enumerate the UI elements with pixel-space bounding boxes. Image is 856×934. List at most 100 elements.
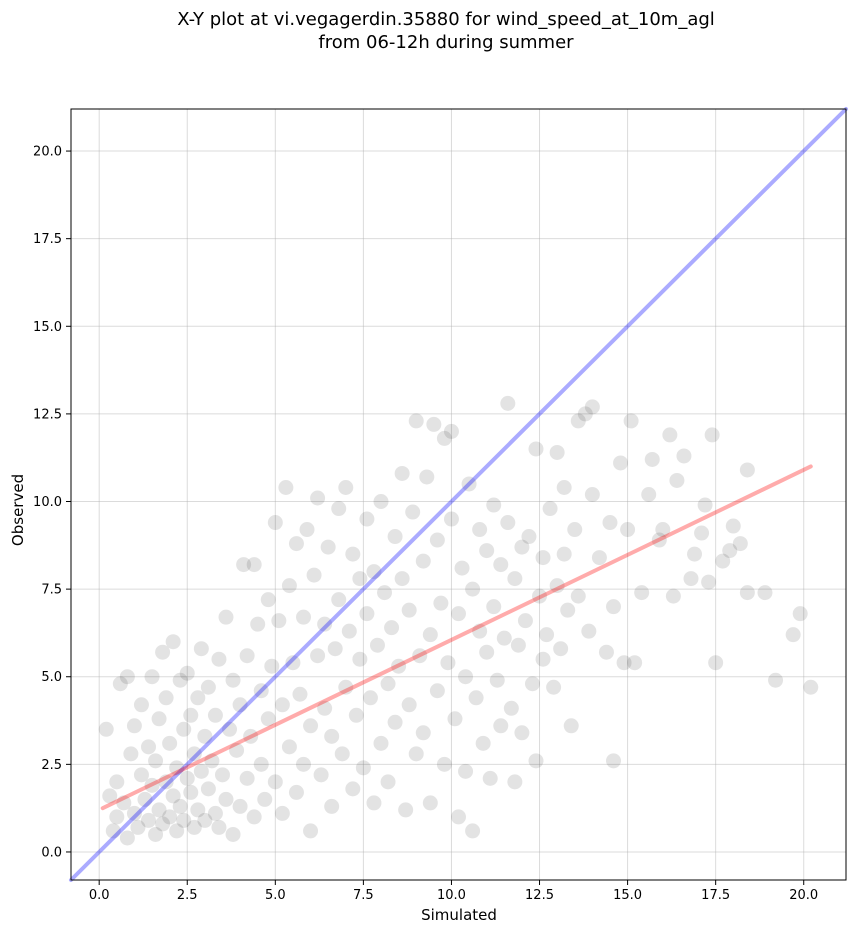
- scatter-point: [133, 697, 149, 713]
- scatter-point: [222, 721, 238, 737]
- scatter-point: [732, 536, 748, 552]
- scatter-point: [303, 823, 319, 839]
- x-axis-label: Simulated: [421, 906, 497, 924]
- scatter-point: [451, 809, 466, 825]
- chart-title-line-2: from 06-12h during summer: [318, 32, 574, 53]
- scatter-point: [317, 616, 333, 632]
- grid: [71, 109, 846, 880]
- scatter-point: [539, 627, 555, 643]
- scatter-point: [436, 756, 452, 772]
- scatter-point: [345, 546, 361, 562]
- scatter-point: [560, 602, 576, 618]
- scatter-point: [179, 665, 195, 681]
- scatter-point: [176, 812, 192, 828]
- scatter-point: [267, 515, 283, 531]
- scatter-point: [324, 728, 340, 744]
- scatter-point: [570, 588, 586, 604]
- x-tick-label: 2.5: [177, 888, 198, 903]
- scatter-point: [426, 416, 442, 432]
- scatter-point: [348, 707, 364, 723]
- scatter-point: [694, 525, 710, 541]
- scatter-point: [472, 623, 488, 639]
- scatter-point: [366, 564, 382, 580]
- scatter-point: [193, 641, 209, 657]
- scatter-point: [165, 634, 181, 650]
- axis-ticks: 0.0 2.5 5.0 7.5 10.0 12.5 15.0 17.5 20.0 0.0 2.5 5.…: [33, 145, 818, 903]
- scatter-point: [606, 753, 621, 769]
- scatter-point: [169, 823, 185, 839]
- scatter-point: [387, 529, 403, 545]
- scatter-point: [109, 774, 125, 790]
- y-tick-label: 2.5: [41, 758, 62, 773]
- scatter-point: [158, 774, 174, 790]
- scatter-point: [278, 479, 294, 495]
- scatter-point: [133, 767, 149, 783]
- scatter-point: [634, 585, 650, 601]
- scatter-point: [507, 774, 523, 790]
- scatter-point: [306, 567, 322, 583]
- y-tick-label: 7.5: [41, 583, 62, 598]
- scatter-point: [352, 651, 368, 667]
- scatter-point: [651, 532, 667, 548]
- scatter-point: [341, 623, 357, 639]
- scatter-point: [503, 700, 519, 716]
- scatter-point: [627, 655, 643, 671]
- y-tick-label: 0.0: [41, 845, 62, 860]
- scatter-point: [803, 679, 819, 695]
- scatter-point: [486, 599, 502, 615]
- scatter-point: [218, 609, 234, 625]
- scatter-point: [387, 714, 403, 730]
- scatter-point: [429, 683, 445, 699]
- scatter-point: [158, 690, 174, 706]
- scatter-point: [236, 557, 252, 573]
- scatter-point: [126, 805, 142, 821]
- scatter-point: [482, 770, 498, 786]
- scatter-point: [514, 725, 530, 741]
- scatter-point: [352, 571, 368, 587]
- scatter-point: [373, 494, 389, 510]
- scatter-point: [662, 427, 678, 443]
- scatter-point: [200, 781, 216, 797]
- scatter-point: [461, 476, 477, 492]
- scatter-point: [179, 770, 195, 786]
- scatter-point: [144, 669, 160, 685]
- scatter-point: [620, 522, 636, 538]
- scatter-point: [373, 735, 389, 751]
- scatter-point: [570, 413, 586, 429]
- scatter-point: [246, 809, 262, 825]
- scatter-point: [313, 767, 329, 783]
- scatter-point: [443, 511, 459, 527]
- scatter-point: [112, 676, 128, 692]
- scatter-point: [500, 515, 516, 531]
- scatter-point: [130, 819, 146, 835]
- scatter-point: [296, 609, 311, 625]
- scatter-point: [362, 690, 378, 706]
- scatter-point: [454, 560, 470, 576]
- scatter-point: [429, 532, 445, 548]
- scatter-point: [380, 774, 396, 790]
- scatter-point: [451, 606, 466, 622]
- scatter-point: [405, 504, 421, 520]
- scatter-point: [768, 672, 784, 688]
- scatter-point: [281, 739, 297, 755]
- scatter-point: [556, 546, 572, 562]
- scatter-point: [447, 711, 463, 727]
- scatter-point: [496, 630, 512, 646]
- scatter-point: [141, 812, 156, 828]
- scatter-point: [602, 515, 618, 531]
- scatter-point: [644, 451, 660, 467]
- scatter-point: [148, 826, 164, 842]
- scatter-point: [458, 763, 474, 779]
- scatter-point: [292, 686, 308, 702]
- scatter-point: [271, 613, 287, 629]
- scatter-point: [229, 742, 245, 758]
- scatter-point: [137, 791, 153, 807]
- scatter-point: [172, 672, 188, 688]
- scatter-point: [489, 672, 505, 688]
- scatter-point: [581, 623, 597, 639]
- scatter-point: [598, 644, 614, 660]
- scatter-point: [320, 539, 336, 555]
- scatter-point: [577, 406, 593, 422]
- scatter-point: [119, 669, 135, 685]
